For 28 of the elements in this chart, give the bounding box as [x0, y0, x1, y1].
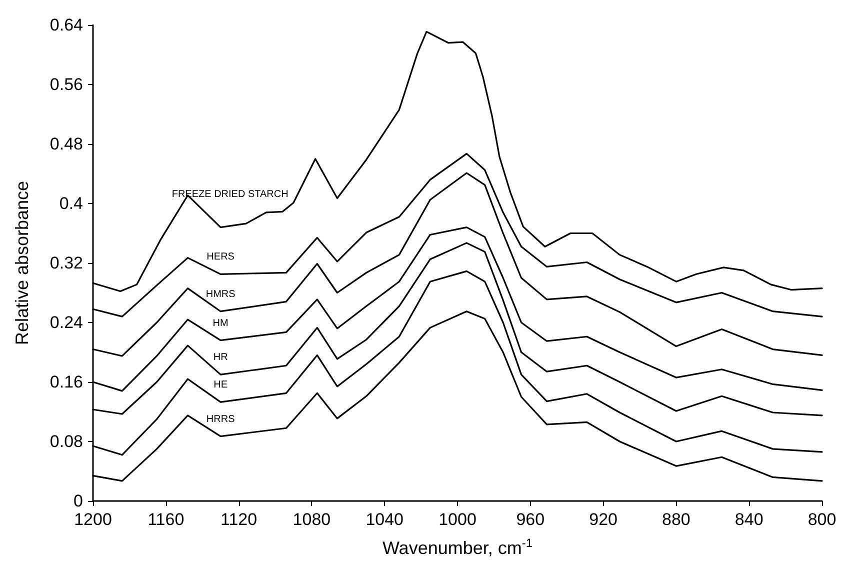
- y-tick-label: 0.64: [50, 16, 83, 34]
- series-label: HERS: [206, 252, 235, 263]
- series-label: HE: [214, 380, 228, 391]
- x-tick-label: 1080: [292, 510, 331, 529]
- y-tick-label: 0.16: [50, 372, 83, 392]
- x-tick-label: 960: [516, 510, 545, 529]
- x-tick-label: 800: [808, 510, 836, 529]
- x-tick-label: 1160: [148, 510, 184, 529]
- x-tick-label: 1000: [438, 510, 476, 529]
- y-tick-label: 0.08: [50, 432, 83, 451]
- y-tick-label: 0.48: [50, 134, 83, 154]
- x-tick-label: 1200: [74, 510, 112, 529]
- series-label: HM: [212, 318, 228, 329]
- y-tick-label: 0.32: [50, 254, 83, 272]
- x-tick-label: 1120: [220, 510, 258, 529]
- y-tick-label: 0.4: [59, 194, 83, 213]
- y-tick-label: 0.56: [50, 75, 83, 94]
- y-tick-label: 0.24: [50, 313, 83, 332]
- series-label: HMRS: [206, 288, 236, 300]
- series-label: FREEZE DRIED STARCH: [172, 189, 288, 200]
- y-axis-title: Relative absorbance: [12, 180, 32, 346]
- y-tick-label: 0: [74, 492, 83, 510]
- x-tick-label: 1040: [366, 510, 404, 529]
- x-tick-label: 880: [662, 510, 690, 529]
- x-tick-label: 840: [734, 510, 764, 529]
- series-label: HR: [213, 352, 228, 364]
- x-tick-label: 920: [589, 510, 618, 529]
- series-label: HRRS: [206, 414, 236, 425]
